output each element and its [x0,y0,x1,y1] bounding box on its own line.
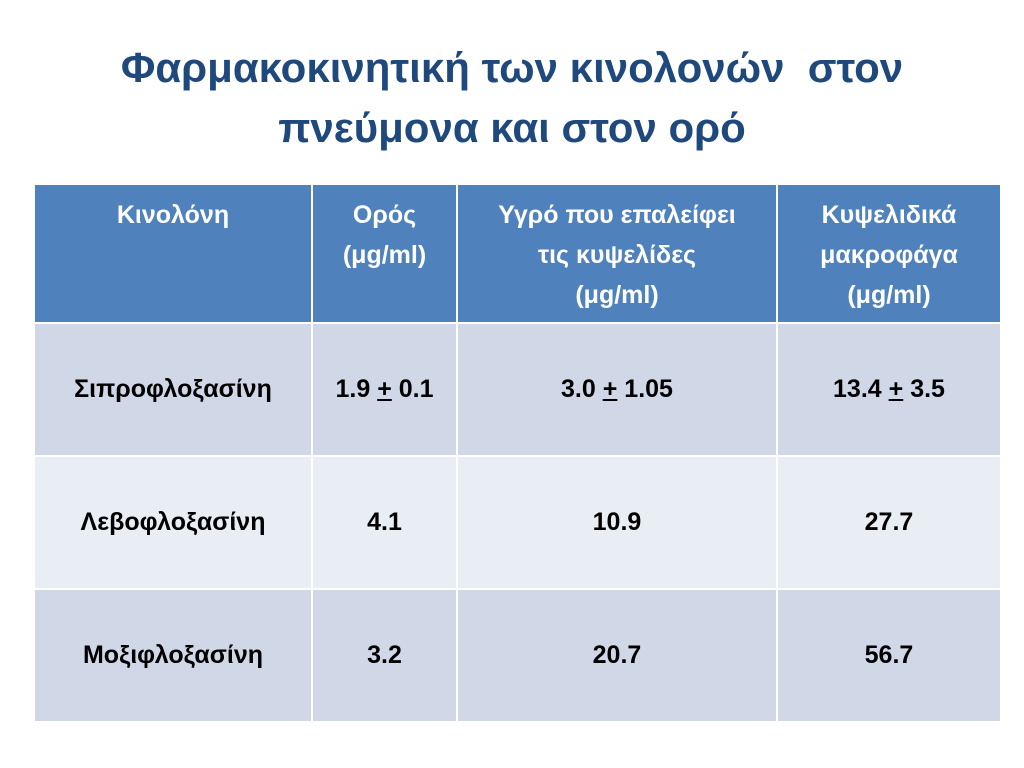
header-cell: Ορός (μg/ml) [311,183,458,324]
table-cell: 20.7 [456,588,778,723]
cell-error: 3.5 [910,375,945,403]
title-line: Φαρμακοκινητική των κινολονών στον [120,44,904,91]
table-row: Λεβοφλοξασίνη 4.1 10.9 27.7 [33,455,1002,590]
cell-error: 0.1 [398,375,434,403]
table-cell: Μοξιφλοξασίνη [33,588,313,723]
table-cell: 3.0 + 1.05 [456,322,778,457]
header-line: μακροφάγα [820,241,958,269]
table-cell: 10.9 [456,455,778,590]
header-cell: Κινολόνη [33,183,313,324]
table-row: Σιπροφλοξασίνη 1.9 + 0.1 3.0 + 1.05 13.4 + … [33,322,1002,457]
header-line: (μg/ml) [847,281,931,309]
table-cell: 4.1 [311,455,458,590]
title-line: πνεύμονα και στον ορό [278,104,746,151]
plus-minus: + [602,375,618,403]
plus-minus: + [377,375,392,403]
header-line: Υγρό που επαλείφει [498,201,736,229]
plus-minus: + [888,375,904,403]
slide-title: Φαρμακοκινητική των κινολονών στον πνεύμ… [0,38,1024,158]
header-line: Ορός [352,201,417,229]
cell-error: 1.05 [624,375,673,403]
table-body: Σιπροφλοξασίνη 1.9 + 0.1 3.0 + 1.05 13.4 + … [33,322,1002,723]
data-table: Κινολόνη Ορός (μg/ml) Υγρό που επαλείφει τις… [33,183,1002,723]
header-line: (μg/ml) [342,241,427,269]
table-cell: 13.4 + 3.5 [776,322,1002,457]
table-cell: 27.7 [776,455,1002,590]
table-cell: 1.9 + 0.1 [311,322,458,457]
table-row: Μοξιφλοξασίνη 3.2 20.7 56.7 [33,588,1002,723]
table-cell: 56.7 [776,588,1002,723]
header-cell: Υγρό που επαλείφει τις κυψελίδες (μg/ml) [456,183,778,324]
table-cell: Σιπροφλοξασίνη [33,322,313,457]
header-line: (μg/ml) [575,281,659,309]
header-line: τις κυψελίδες [537,241,697,269]
header-cell: Κυψελιδικά μακροφάγα (μg/ml) [776,183,1002,324]
table-cell: Λεβοφλοξασίνη [33,455,313,590]
header-row: Κινολόνη Ορός (μg/ml) Υγρό που επαλείφει τις… [33,183,1002,324]
cell-value: 3.0 [561,375,596,403]
header-line: Κινολόνη [116,201,230,229]
cell-value: 1.9 [335,375,371,403]
header-line: Κυψελιδικά [821,201,957,229]
table-cell: 3.2 [311,588,458,723]
cell-value: 13.4 [833,375,882,403]
